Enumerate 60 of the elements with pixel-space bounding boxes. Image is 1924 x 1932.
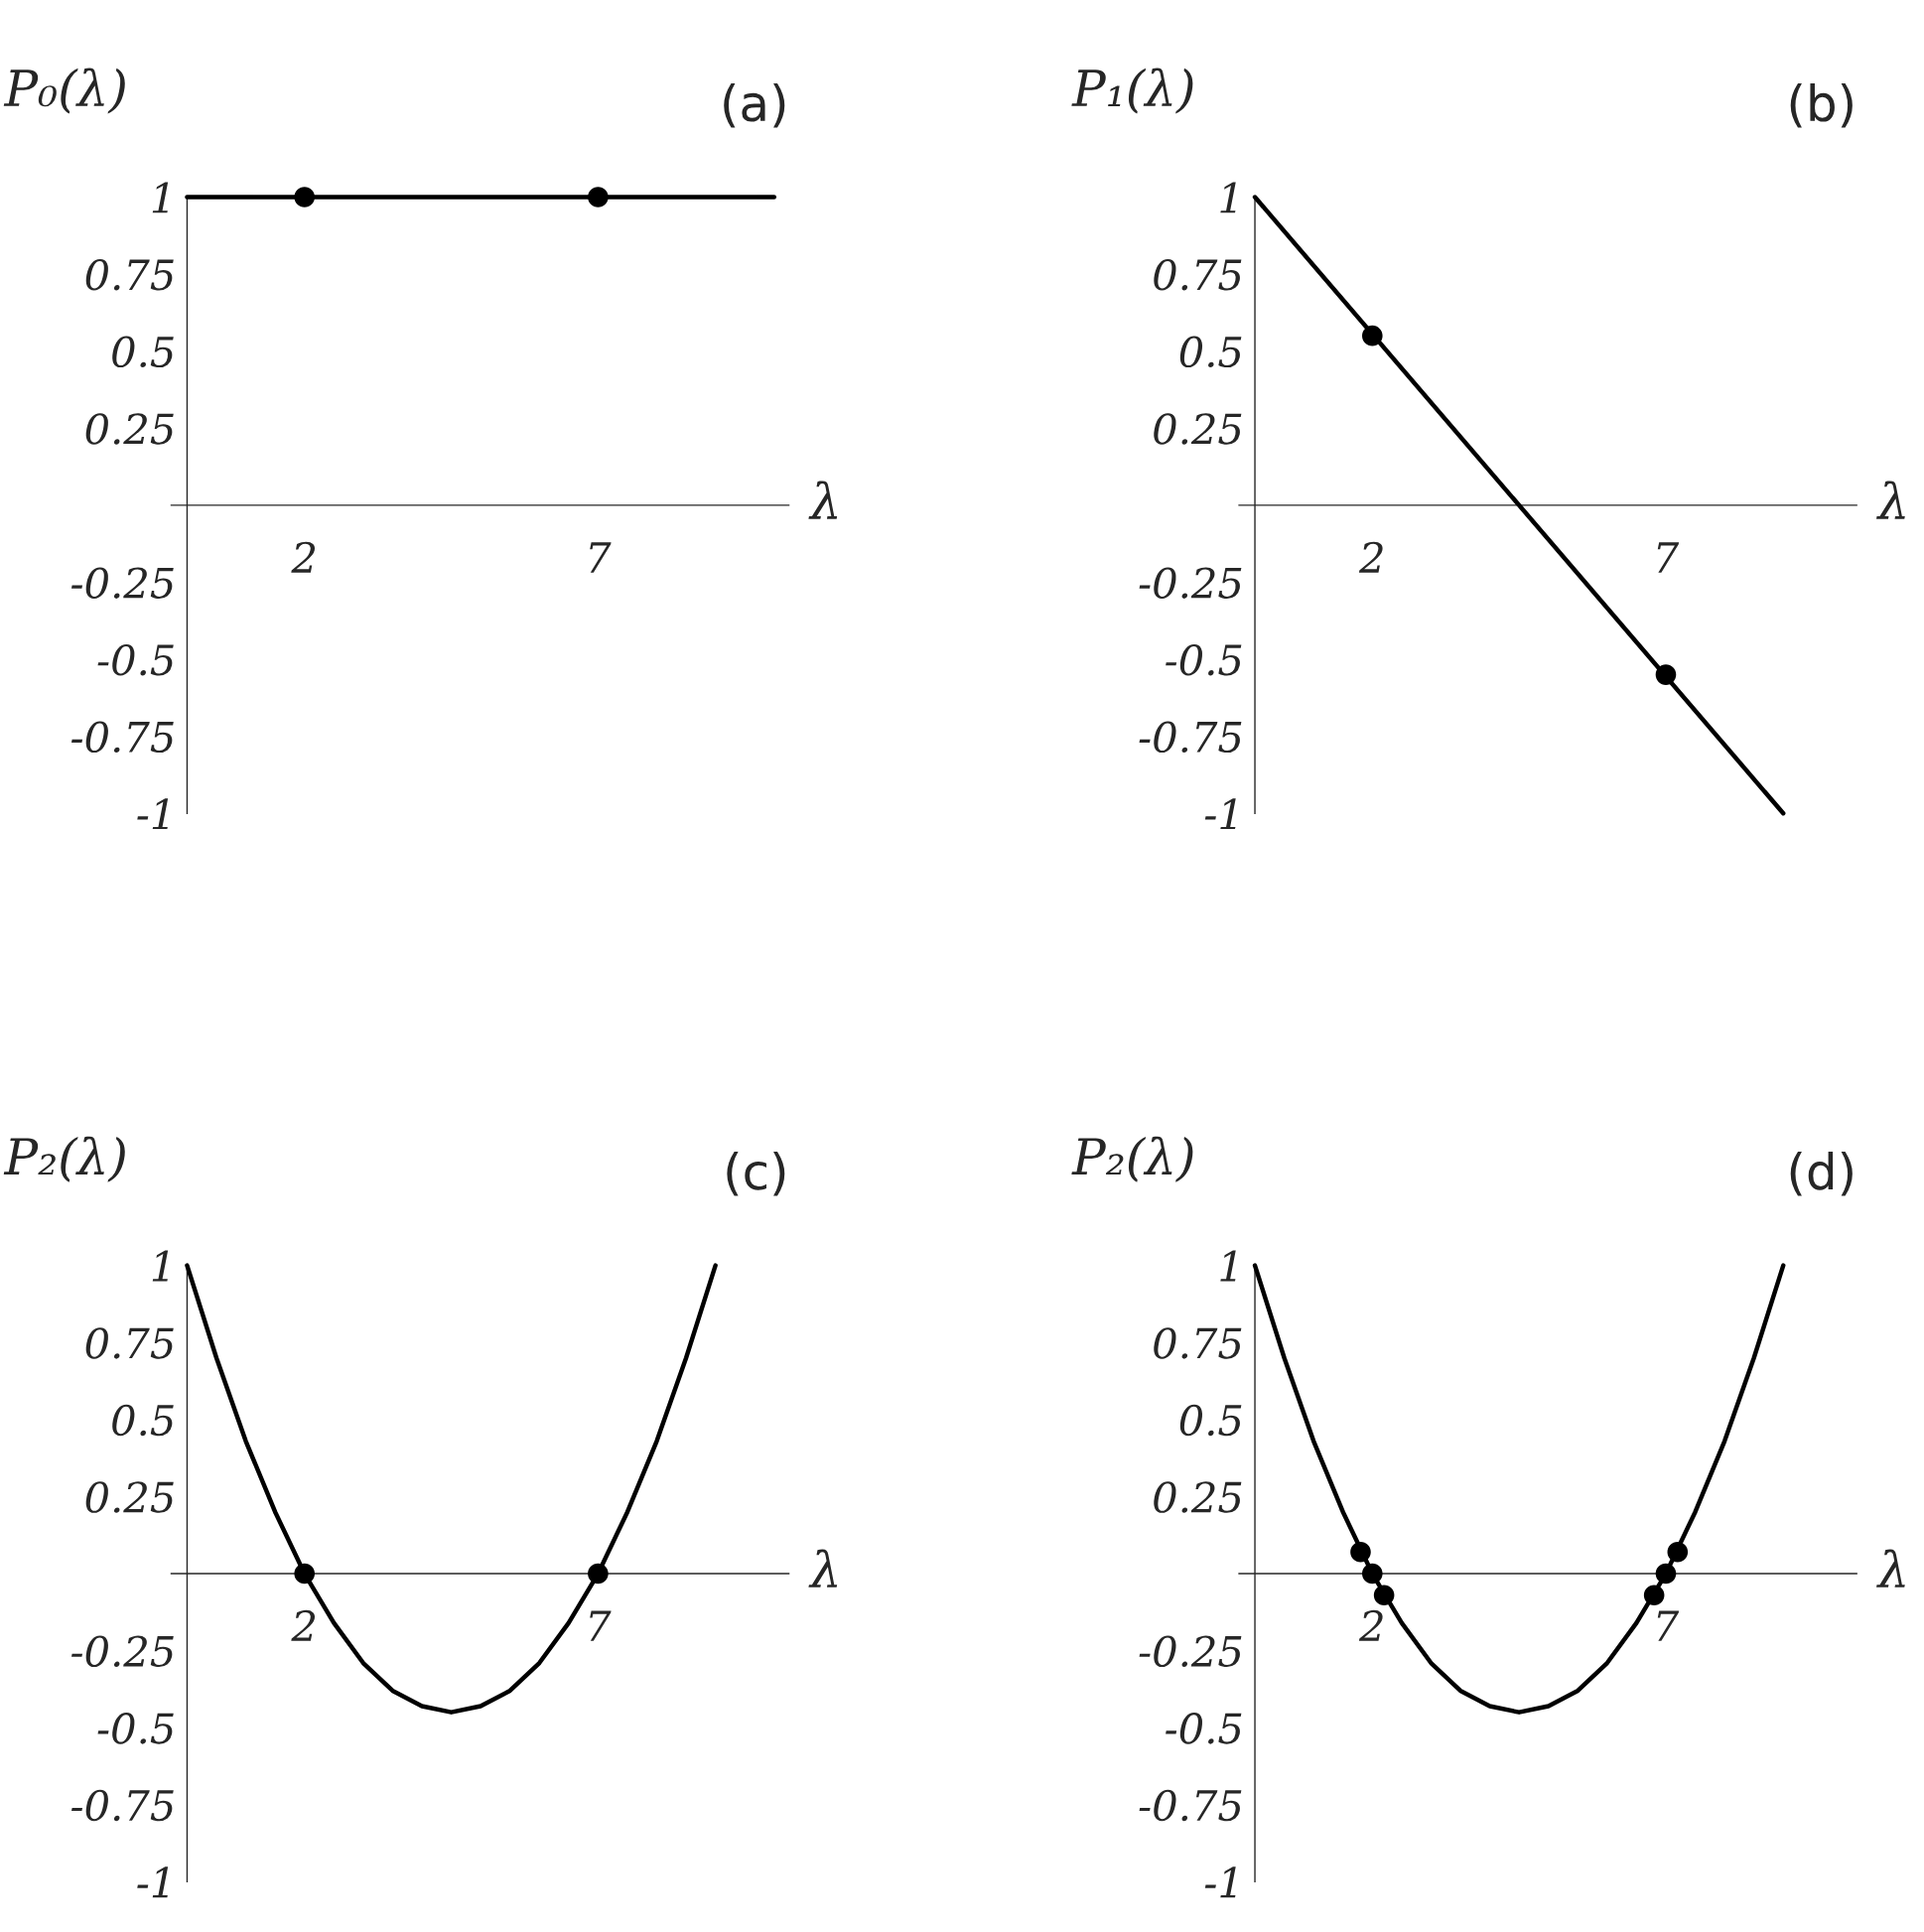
point: [1643, 1585, 1665, 1606]
y-axis-title: P₀(λ): [3, 68, 125, 114]
x-tick-label: 7: [1657, 542, 1680, 573]
y-tick-label: -0.75: [1139, 721, 1242, 754]
x-tick-label: 2: [291, 1609, 316, 1641]
x-axis-title: λ: [808, 481, 838, 519]
y-tick-label: 0.5: [112, 1404, 174, 1437]
y-tick-label: -0.75: [1139, 1789, 1242, 1822]
y-tick-label: 0.75: [85, 1327, 174, 1359]
y-tick-label: -0.5: [97, 643, 174, 676]
y-tick-label: 0.5: [112, 336, 174, 368]
x-tick-label: 2: [1358, 541, 1383, 573]
y-tick-label: 0.75: [85, 258, 174, 291]
x-axis-title: λ: [1876, 481, 1905, 519]
y-tick-label: -1: [1204, 1866, 1236, 1898]
y-tick-label: -0.5: [1166, 643, 1242, 676]
y-tick-label: -1: [137, 798, 169, 830]
line-series: [185, 1263, 718, 1715]
point: [1655, 1563, 1677, 1585]
point: [1373, 1585, 1395, 1606]
y-tick-label: 0.5: [1179, 1404, 1242, 1437]
y-axis-title: P₂(λ): [3, 1136, 125, 1182]
y-tick-label: -0.5: [97, 1713, 174, 1744]
x-tick-label: 7: [1657, 1610, 1680, 1641]
y-tick-label: -0.25: [71, 567, 174, 599]
x-tick-label: 2: [1358, 1609, 1383, 1641]
point: [1362, 1563, 1383, 1585]
y-tick-label: 0.75: [1154, 1327, 1242, 1359]
point: [1350, 1541, 1371, 1563]
y-tick-label: -0.25: [1139, 1635, 1242, 1668]
y-axis-title: P₂(λ): [1071, 1136, 1193, 1182]
x-axis-title: λ: [808, 1549, 838, 1587]
line-series: [1252, 1263, 1786, 1715]
x-tick-label: 7: [590, 1610, 612, 1641]
y-tick-label: -0.75: [71, 721, 174, 754]
x-tick-label: 2: [291, 541, 316, 573]
chart-title: (d): [1790, 1152, 1853, 1196]
y-tick-label: 0.5: [1179, 336, 1242, 368]
point: [1667, 1541, 1689, 1563]
y-tick-label: 0.25: [1154, 1481, 1242, 1513]
y-tick-label: 1: [152, 182, 169, 213]
y-tick-label: -0.5: [1166, 1713, 1242, 1744]
y-tick-label: 0.25: [85, 1481, 174, 1513]
y-tick-label: -0.75: [71, 1789, 174, 1822]
y-tick-label: -1: [1204, 798, 1236, 830]
y-tick-label: -1: [137, 1866, 169, 1898]
y-axis-title: P₁(λ): [1071, 68, 1193, 114]
y-tick-label: 0.25: [1154, 413, 1242, 445]
y-tick-label: 0.25: [85, 413, 174, 445]
chart-title: (b): [1790, 82, 1853, 128]
y-tick-label: -0.25: [1139, 567, 1242, 599]
y-tick-label: -0.25: [71, 1635, 174, 1668]
y-tick-label: 1: [152, 1250, 169, 1282]
x-tick-label: 7: [590, 542, 612, 573]
y-tick-label: 1: [1220, 182, 1236, 213]
chart-title: (a): [724, 82, 785, 128]
chart-title: (c): [727, 1152, 785, 1196]
y-tick-label: 1: [1220, 1250, 1236, 1282]
y-tick-label: 0.75: [1154, 258, 1242, 291]
x-axis-title: λ: [1876, 1549, 1905, 1587]
